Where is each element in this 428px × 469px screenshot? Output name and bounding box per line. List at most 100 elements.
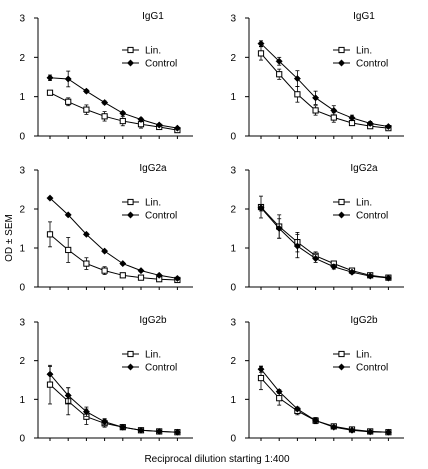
data-point <box>384 123 392 131</box>
series-control <box>257 204 392 282</box>
y-tick-label: 0 <box>230 434 236 445</box>
data-point <box>64 75 72 83</box>
data-point <box>46 89 54 96</box>
legend-marker <box>127 198 134 206</box>
data-point <box>83 106 90 113</box>
data-point <box>82 87 90 95</box>
y-tick-label: 1 <box>230 244 236 255</box>
y-axis-label: OD ± SEM <box>4 214 15 262</box>
legend-marker <box>126 59 135 67</box>
y-tick-label: 3 <box>230 318 236 329</box>
y-tick-label: 1 <box>19 395 25 406</box>
data-point <box>119 109 127 117</box>
series-control <box>257 40 392 131</box>
data-point <box>46 194 54 202</box>
data-point <box>82 408 90 416</box>
y-tick-label: 0 <box>230 283 236 294</box>
data-point <box>137 426 145 434</box>
data-point <box>275 57 283 65</box>
data-point <box>173 428 181 436</box>
data-point <box>330 263 338 271</box>
chart-panel: 0 1 2 3 IgG1 Lin. Control <box>230 11 404 143</box>
data-point <box>173 274 181 282</box>
legend-label: Lin. <box>356 46 372 57</box>
data-point <box>294 91 301 98</box>
y-tick-label: 3 <box>230 14 236 25</box>
legend-marker <box>338 46 345 54</box>
legend-label: Lin. <box>356 350 372 361</box>
data-point <box>46 231 54 238</box>
data-point <box>293 242 301 250</box>
y-tick-label: 3 <box>19 14 25 25</box>
chart-panel: 0 1 2 3 IgG2b Lin. Control <box>19 315 193 445</box>
data-point <box>348 268 356 276</box>
series-control <box>46 366 181 436</box>
series-lin <box>46 89 181 134</box>
series-lin <box>257 366 392 436</box>
data-point <box>64 211 72 219</box>
series-line <box>260 207 389 279</box>
data-point <box>137 267 145 275</box>
y-tick-label: 2 <box>19 53 25 64</box>
legend-label: Control <box>356 363 388 374</box>
legend-marker <box>126 211 135 219</box>
y-tick-label: 3 <box>230 166 236 177</box>
data-point <box>276 71 283 78</box>
y-tick-label: 0 <box>19 283 25 294</box>
data-point <box>348 426 356 434</box>
data-point <box>101 247 109 255</box>
y-tick-label: 3 <box>19 318 25 329</box>
legend-marker <box>126 363 135 371</box>
series-control <box>46 194 181 282</box>
y-tick-label: 1 <box>19 244 25 255</box>
data-point <box>155 271 163 279</box>
data-point <box>137 115 145 124</box>
legend-label: Lin. <box>145 198 161 209</box>
data-point <box>293 405 301 413</box>
y-tick-label: 2 <box>230 53 236 64</box>
legend-label: Lin. <box>145 46 161 57</box>
data-point <box>119 117 126 125</box>
y-tick-label: 0 <box>19 132 25 143</box>
legend-marker <box>127 46 134 54</box>
legend-marker <box>337 211 346 219</box>
data-point <box>348 114 356 122</box>
data-point <box>155 427 163 435</box>
y-tick-label: 2 <box>19 205 25 216</box>
chart-panel: 0 1 2 3 IgG2a Lin. Control <box>19 163 193 294</box>
data-point <box>330 423 338 431</box>
legend-marker <box>338 350 345 358</box>
panel-title: IgG2a <box>139 163 167 174</box>
y-tick-label: 1 <box>230 92 236 103</box>
data-point <box>312 107 319 114</box>
data-point <box>101 113 108 120</box>
y-tick-label: 1 <box>19 92 25 103</box>
legend-label: Lin. <box>145 350 161 361</box>
data-point <box>312 254 320 263</box>
x-axis-label: Reciprocal dilution starting 1:400 <box>144 454 290 465</box>
data-point <box>384 274 392 282</box>
data-point <box>312 417 320 425</box>
series-control <box>257 365 392 436</box>
chart-panel: 0 1 2 3 IgG2a Lin. Control <box>230 163 404 294</box>
data-point <box>101 99 109 107</box>
data-point <box>366 428 374 436</box>
chart-panel: 0 1 2 3 IgG1 Lin. Control <box>19 11 193 143</box>
legend-marker <box>338 198 345 206</box>
legend-marker <box>337 363 346 371</box>
data-point <box>65 246 72 254</box>
data-point <box>173 124 181 132</box>
y-tick-label: 1 <box>230 395 236 406</box>
data-point <box>101 418 109 426</box>
data-point <box>119 272 126 279</box>
data-point <box>101 267 108 274</box>
y-tick-label: 3 <box>19 166 25 177</box>
legend-marker <box>337 59 346 67</box>
legend-label: Control <box>145 59 177 70</box>
legend-label: Control <box>145 211 177 222</box>
y-tick-label: 2 <box>230 356 236 367</box>
data-point <box>46 370 54 378</box>
data-point <box>312 94 320 102</box>
y-tick-label: 0 <box>230 132 236 143</box>
data-point <box>257 50 265 57</box>
